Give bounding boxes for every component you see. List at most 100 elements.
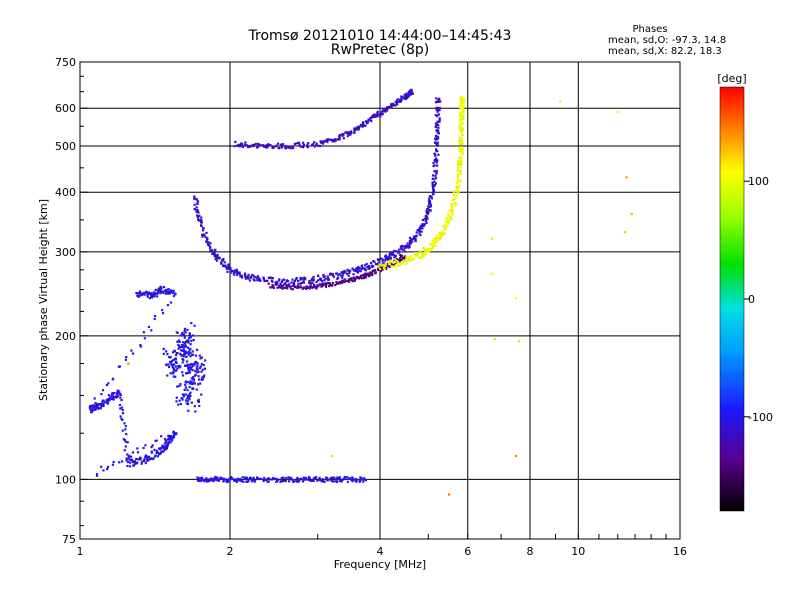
data-point — [459, 121, 462, 124]
data-point — [461, 128, 465, 132]
data-point — [625, 176, 628, 179]
data-point — [264, 478, 268, 482]
data-point — [235, 273, 239, 276]
data-point — [436, 149, 439, 153]
data-point — [364, 276, 367, 279]
data-point — [428, 205, 431, 208]
data-point — [197, 479, 200, 483]
data-point — [131, 451, 135, 454]
data-point — [346, 268, 349, 272]
data-point — [124, 424, 127, 428]
data-point — [190, 382, 193, 385]
data-point — [360, 265, 363, 268]
data-point — [387, 257, 390, 260]
data-point — [143, 459, 146, 462]
data-point — [214, 476, 217, 479]
data-point — [184, 393, 188, 396]
data-point — [332, 275, 336, 278]
data-point — [461, 142, 464, 145]
data-point — [347, 477, 351, 480]
data-point — [330, 284, 334, 287]
data-point — [100, 405, 103, 408]
data-point — [186, 341, 190, 344]
data-point — [407, 258, 410, 261]
phases-line-x: mean, sd,X: 82.2, 18.3 — [608, 46, 722, 57]
data-point — [182, 393, 185, 396]
data-point — [421, 227, 424, 230]
data-point — [362, 277, 366, 280]
data-point — [177, 339, 180, 342]
data-point — [153, 455, 156, 458]
data-point — [254, 142, 257, 146]
data-point — [328, 284, 331, 288]
data-point — [190, 401, 193, 404]
data-point — [438, 237, 441, 240]
data-point — [364, 269, 367, 272]
data-point — [354, 478, 357, 481]
data-point — [206, 479, 209, 482]
data-point — [282, 278, 286, 281]
data-point — [183, 350, 186, 354]
data-point — [418, 255, 421, 259]
data-point — [435, 237, 438, 240]
data-point — [461, 147, 464, 151]
data-point — [357, 128, 360, 131]
y-tick-label: 750 — [55, 56, 76, 69]
data-point — [437, 124, 440, 127]
data-point — [209, 242, 212, 245]
data-point — [490, 237, 493, 240]
data-point — [298, 286, 301, 289]
data-point — [129, 458, 132, 461]
data-point — [171, 351, 175, 354]
data-point — [91, 409, 94, 412]
data-point — [198, 404, 201, 408]
data-point — [437, 120, 440, 123]
data-point — [458, 136, 461, 139]
data-point — [425, 210, 428, 213]
data-point — [282, 476, 285, 479]
data-point — [291, 284, 294, 288]
data-point — [304, 476, 307, 480]
data-point — [271, 146, 274, 149]
data-point — [443, 232, 446, 235]
data-point — [201, 376, 204, 379]
data-point — [414, 255, 418, 258]
data-point — [423, 217, 426, 220]
data-point — [447, 214, 450, 217]
data-point — [432, 188, 435, 191]
data-point — [221, 264, 225, 267]
data-point — [364, 274, 368, 277]
data-point — [420, 256, 423, 259]
data-point — [140, 460, 144, 463]
data-point — [127, 455, 130, 459]
data-point — [326, 277, 329, 280]
data-point — [461, 106, 464, 109]
data-point — [331, 274, 334, 277]
data-point — [320, 141, 323, 144]
data-point — [293, 286, 297, 289]
data-point — [186, 339, 190, 342]
data-point — [292, 281, 296, 284]
data-point — [438, 108, 441, 111]
data-point — [338, 136, 341, 139]
data-point — [179, 402, 182, 406]
data-point — [462, 98, 465, 101]
data-point — [342, 132, 345, 136]
data-point — [396, 259, 399, 262]
data-point — [437, 129, 440, 132]
data-point — [402, 245, 405, 248]
data-point — [207, 243, 210, 247]
data-point — [431, 246, 435, 249]
data-point — [457, 162, 460, 165]
data-point — [456, 195, 459, 198]
data-point — [237, 477, 240, 480]
data-point — [461, 127, 464, 130]
data-point — [341, 276, 344, 279]
data-point — [286, 287, 289, 290]
data-point — [393, 256, 396, 259]
data-point — [460, 158, 463, 161]
data-point — [143, 293, 146, 296]
data-point — [408, 236, 412, 239]
data-point — [189, 342, 192, 346]
